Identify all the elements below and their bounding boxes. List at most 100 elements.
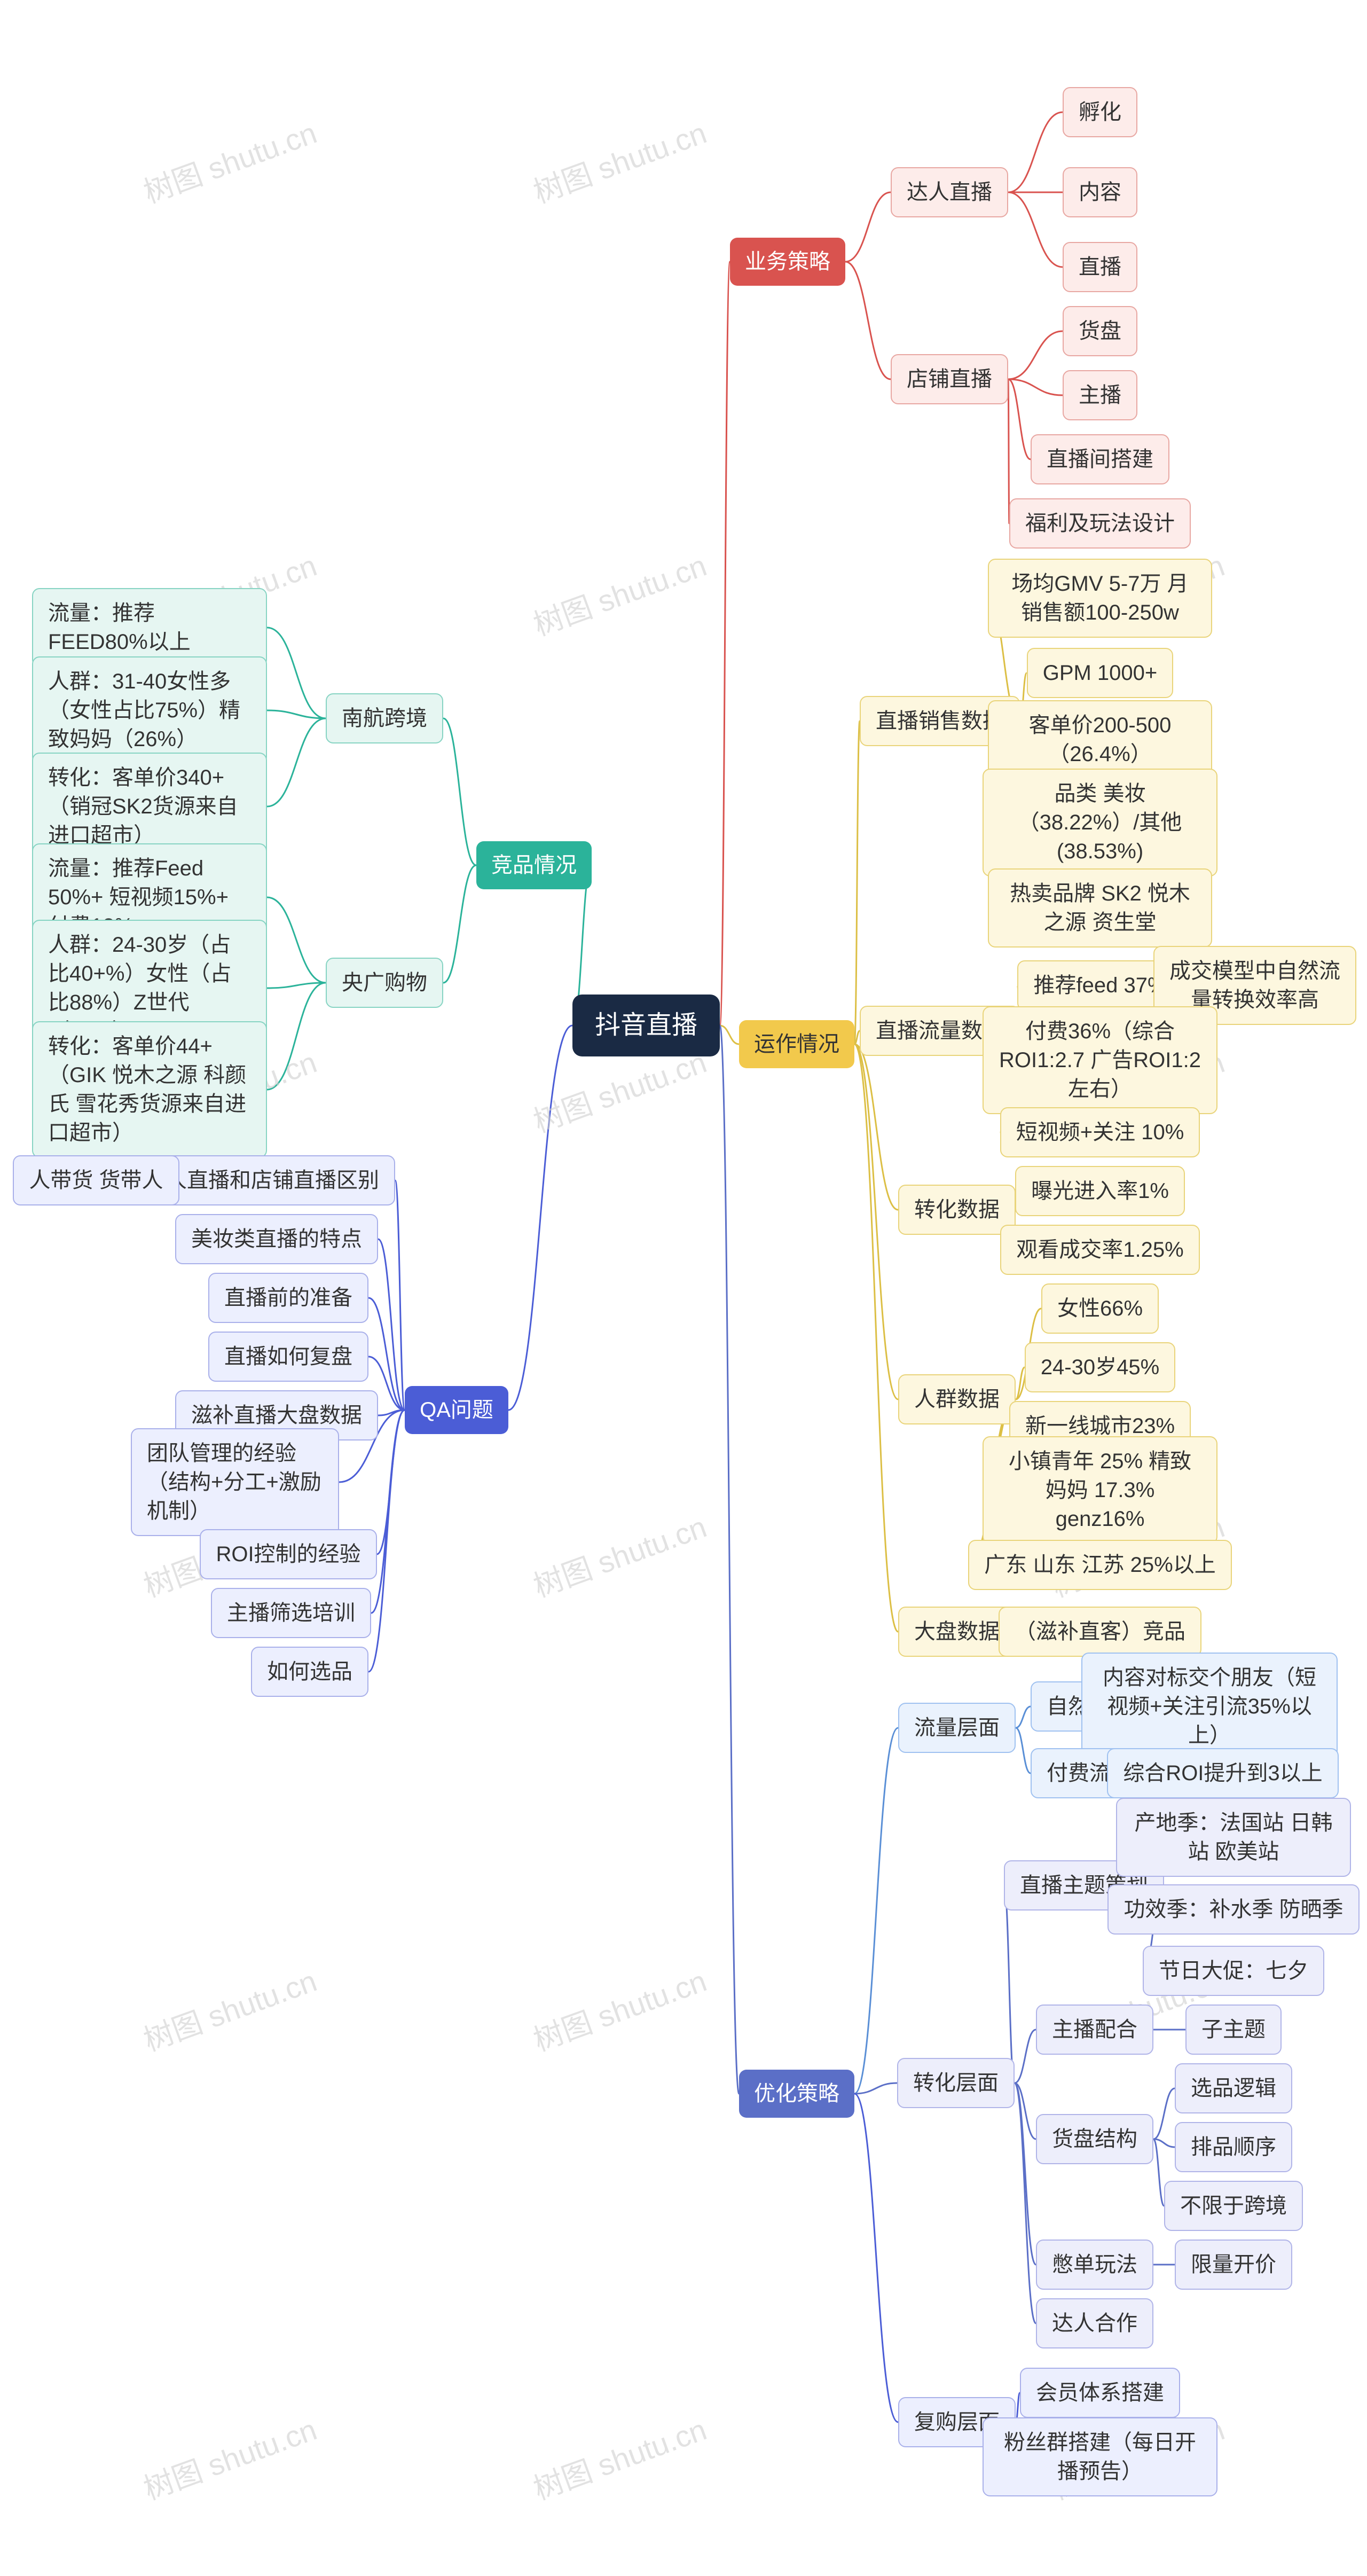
connector xyxy=(267,983,326,1090)
node-biz_shop_3: 直播间搭建 xyxy=(1031,434,1169,484)
node-ops_big: 大盘数据 xyxy=(898,1607,1016,1657)
connector xyxy=(1008,112,1063,192)
watermark-text: 树图 shutu.cn xyxy=(137,2406,322,2508)
node-opt_conv: 转化层面 xyxy=(897,2058,1015,2108)
node-comp_nh: 南航跨境 xyxy=(326,693,443,743)
connector xyxy=(854,2083,897,2094)
node-root: 抖音直播 xyxy=(572,995,720,1057)
connector-layer xyxy=(0,0,1367,2576)
connector xyxy=(1015,2083,1036,2139)
node-opt_conv_daren: 达人合作 xyxy=(1036,2298,1153,2348)
connector xyxy=(720,1025,739,1044)
connector xyxy=(443,718,476,865)
connector xyxy=(395,1180,405,1410)
node-opt_conv_theme_2: 功效季：补水季 防晒季 xyxy=(1107,1884,1359,1935)
connector xyxy=(267,628,326,718)
connector xyxy=(1016,1728,1031,1773)
connector xyxy=(1008,379,1009,523)
node-opt_conv_goods_2: 排品顺序 xyxy=(1175,2122,1292,2172)
connector xyxy=(720,262,730,1025)
node-qa_6: 团队管理的经验（结构+分工+激励机制） xyxy=(131,1428,339,1536)
node-opt_conv_order_1: 限量开价 xyxy=(1175,2240,1292,2290)
node-ops_sales_5: 热卖品牌 SK2 悦木之源 资生堂 xyxy=(988,868,1212,948)
connector xyxy=(371,1410,405,1613)
watermark-text: 树图 shutu.cn xyxy=(527,1503,712,1606)
connector xyxy=(378,1239,405,1410)
connector xyxy=(720,1025,739,2094)
node-qa_9: 如何选品 xyxy=(251,1647,368,1697)
node-comp: 竞品情况 xyxy=(476,841,592,889)
connector xyxy=(854,721,860,1044)
connector xyxy=(377,1410,405,1554)
node-opt_traffic_pay_1: 综合ROI提升到3以上 xyxy=(1107,1748,1338,1798)
mindmap-canvas: 树图 shutu.cn 树图 shutu.cn 树图 shutu.cn 树图 shut… xyxy=(0,0,1367,2576)
node-qa_8: 主播筛选培训 xyxy=(211,1588,371,1638)
node-qa: QA问题 xyxy=(405,1386,508,1434)
node-qa_3: 直播前的准备 xyxy=(208,1273,368,1323)
connector xyxy=(1008,192,1063,267)
node-ops_conv: 转化数据 xyxy=(898,1185,1016,1235)
watermark-text: 树图 shutu.cn xyxy=(527,2406,712,2508)
node-ops: 运作情况 xyxy=(739,1020,854,1068)
connector xyxy=(1153,2139,1164,2206)
node-ops_aud: 人群数据 xyxy=(898,1374,1016,1424)
connector xyxy=(1153,2139,1175,2147)
node-ops_traf_3: 短视频+关注 10% xyxy=(1000,1107,1200,1157)
node-biz_shop_4: 福利及玩法设计 xyxy=(1009,498,1191,549)
connector xyxy=(267,897,326,983)
watermark-text: 树图 shutu.cn xyxy=(527,1957,712,2060)
node-opt: 优化策略 xyxy=(739,2070,854,2118)
watermark-text: 树图 shutu.cn xyxy=(527,109,712,212)
node-biz_daren: 达人直播 xyxy=(891,167,1008,217)
node-opt_conv_goods_1: 选品逻辑 xyxy=(1175,2063,1292,2113)
watermark-text: 树图 shutu.cn xyxy=(137,109,322,212)
connector xyxy=(1015,2030,1036,2083)
node-ops_aud_4: 小镇青年 25% 精致妈妈 17.3% genz16% xyxy=(983,1436,1217,1544)
node-biz_daren_1: 孵化 xyxy=(1063,87,1137,137)
node-ops_sales_4: 品类 美妆（38.22%）/其他(38.53%) xyxy=(983,769,1217,876)
connector xyxy=(267,710,326,718)
node-ops_aud_5: 广东 山东 江苏 25%以上 xyxy=(968,1540,1231,1590)
node-opt_conv_theme_3: 节日大促：七夕 xyxy=(1143,1946,1324,1996)
connector xyxy=(854,2094,898,2422)
node-qa_2: 美妆类直播的特点 xyxy=(175,1214,378,1264)
node-opt_rep_1: 会员体系搭建 xyxy=(1020,2368,1180,2418)
node-opt_conv_anchor: 主播配合 xyxy=(1036,2005,1153,2055)
connector xyxy=(1016,1706,1031,1728)
connector xyxy=(1008,379,1031,459)
node-comp_yg: 央广购物 xyxy=(326,958,443,1008)
node-biz: 业务策略 xyxy=(730,238,845,286)
node-ops_sales_3: 客单价200-500（26.4%） xyxy=(988,700,1212,779)
connector xyxy=(1015,2083,1036,2265)
node-ops_aud_2: 24-30岁45% xyxy=(1025,1342,1175,1392)
connector xyxy=(267,718,326,807)
connector xyxy=(1008,379,1063,395)
node-opt_conv_anchor_1: 子主题 xyxy=(1185,2005,1282,2055)
node-ops_big_1: （滋补直客）竞品 xyxy=(999,1607,1201,1657)
node-opt_rep_2: 粉丝群搭建（每日开播预告） xyxy=(983,2417,1217,2496)
connector xyxy=(508,1025,572,1410)
node-comp_nh_2: 人群：31-40女性多（女性占比75%）精致妈妈（26%） xyxy=(32,656,267,764)
connector xyxy=(267,983,326,988)
watermark-text: 树图 shutu.cn xyxy=(527,542,712,644)
node-comp_nh_1: 流量：推荐FEED80%以上 xyxy=(32,588,267,667)
connector xyxy=(1004,1885,1015,2083)
connector xyxy=(845,262,891,379)
node-opt_conv_goods: 货盘结构 xyxy=(1036,2114,1153,2164)
node-opt_traffic: 流量层面 xyxy=(898,1703,1016,1753)
connector xyxy=(845,192,891,262)
node-opt_conv_goods_3: 不限于跨境 xyxy=(1164,2181,1303,2231)
connector xyxy=(1015,2083,1036,2323)
connector xyxy=(378,1410,405,1415)
node-ops_aud_1: 女性66% xyxy=(1041,1283,1159,1334)
node-comp_yg_3: 转化：客单价44+（GIK 悦木之源 科颜氏 雪花秀货源来自进口超市） xyxy=(32,1021,267,1158)
node-biz_shop: 店铺直播 xyxy=(891,354,1008,404)
node-ops_sales_2: GPM 1000+ xyxy=(1027,648,1174,698)
connector xyxy=(854,1031,860,1044)
connector xyxy=(854,1044,898,1632)
node-opt_conv_order: 憋单玩法 xyxy=(1036,2240,1153,2290)
watermark-text: 树图 shutu.cn xyxy=(137,1957,322,2060)
node-ops_traf_2: 付费36%（综合ROI1:2.7 广告ROI1:2左右） xyxy=(983,1006,1217,1114)
node-biz_shop_1: 货盘 xyxy=(1063,306,1137,356)
node-ops_sales_1: 场均GMV 5-7万 月销售额100-250w xyxy=(988,559,1212,638)
